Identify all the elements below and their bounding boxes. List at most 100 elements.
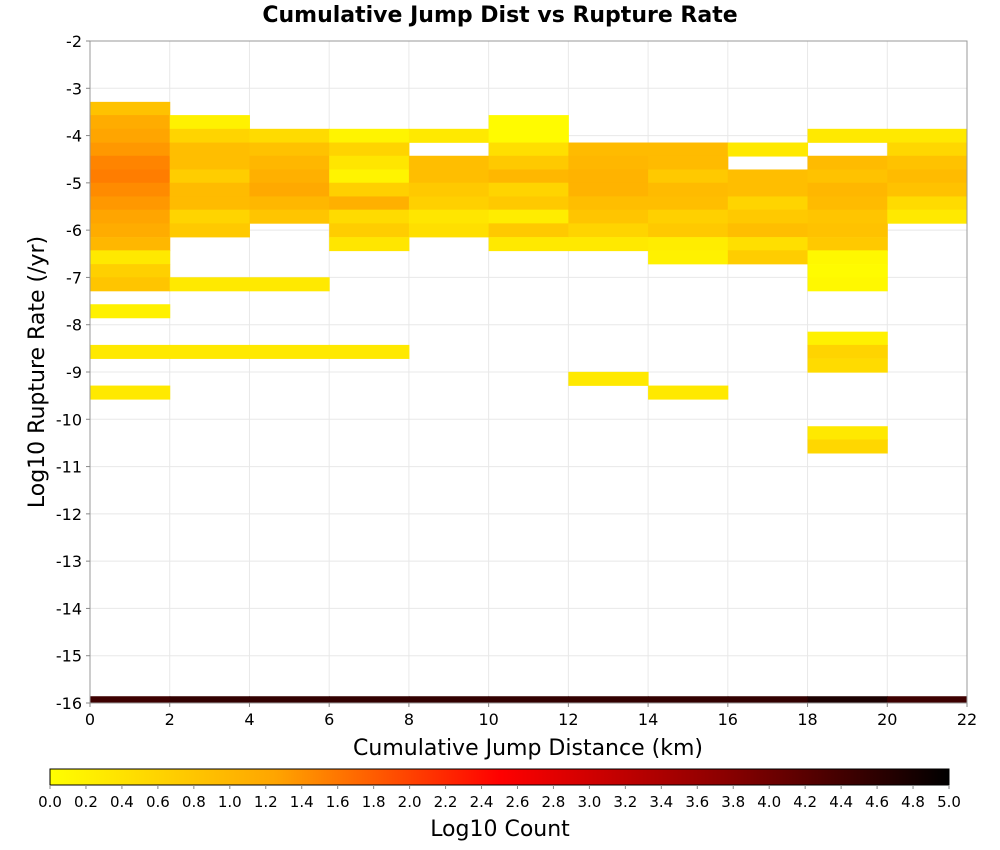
heatmap-cell bbox=[169, 277, 250, 292]
x-tick-label: 14 bbox=[638, 710, 658, 729]
heatmap-cell bbox=[648, 250, 729, 265]
heatmap-cell bbox=[807, 331, 888, 346]
heatmap-cells bbox=[90, 101, 968, 703]
heatmap-cell-bottom-band bbox=[727, 696, 809, 703]
heatmap-cell bbox=[408, 209, 490, 224]
heatmap-cell bbox=[887, 169, 968, 184]
colorbar-tick-label: 2.6 bbox=[506, 793, 530, 811]
heatmap-cell bbox=[807, 223, 888, 238]
heatmap-cell bbox=[887, 182, 968, 197]
y-tick-label: -3 bbox=[66, 79, 82, 98]
heatmap-cell bbox=[90, 128, 171, 143]
heatmap-cell bbox=[727, 237, 809, 252]
colorbar-tick-label: 3.6 bbox=[685, 793, 709, 811]
heatmap-cell bbox=[90, 277, 171, 292]
y-tick-label: -6 bbox=[66, 221, 82, 240]
x-axis-label: Cumulative Jump Distance (km) bbox=[353, 736, 703, 761]
heatmap-cell bbox=[568, 223, 649, 238]
heatmap-cell bbox=[488, 155, 569, 170]
heatmap-cell-bottom-band bbox=[648, 696, 729, 703]
x-tick-label: 18 bbox=[797, 710, 817, 729]
colorbar-tick-label: 4.0 bbox=[757, 793, 781, 811]
colorbar-tick-label: 4.6 bbox=[865, 793, 889, 811]
heatmap-cell-bottom-band bbox=[249, 696, 330, 703]
heatmap-cell bbox=[807, 209, 888, 224]
heatmap-cell bbox=[807, 250, 888, 265]
heatmap-cell bbox=[408, 128, 490, 143]
heatmap-cell bbox=[169, 209, 250, 224]
heatmap-cell bbox=[249, 196, 330, 211]
heatmap-cell bbox=[488, 142, 569, 157]
heatmap-cell bbox=[329, 169, 410, 184]
heatmap-cell bbox=[727, 169, 809, 184]
heatmap-cell bbox=[249, 169, 330, 184]
colorbar-tick-label: 1.2 bbox=[254, 793, 278, 811]
heatmap-cell-bottom-band bbox=[329, 696, 410, 703]
heatmap-cell bbox=[90, 142, 171, 157]
y-tick-label: -9 bbox=[66, 363, 82, 382]
y-tick-label: -12 bbox=[56, 505, 82, 524]
heatmap-cell bbox=[488, 128, 569, 143]
colorbar-tick-label: 2.4 bbox=[470, 793, 494, 811]
heatmap-cell bbox=[568, 155, 649, 170]
heatmap-cell bbox=[169, 142, 250, 157]
heatmap-cell bbox=[807, 155, 888, 170]
y-tick-label: -14 bbox=[56, 599, 82, 618]
heatmap-cell bbox=[329, 344, 410, 359]
colorbar-tick-label: 1.6 bbox=[326, 793, 350, 811]
y-tick-label: -10 bbox=[56, 410, 82, 429]
y-axis-label: Log10 Rupture Rate (/yr) bbox=[25, 236, 50, 508]
heatmap-cell bbox=[249, 142, 330, 157]
heatmap-cell bbox=[169, 155, 250, 170]
y-tick-label: -16 bbox=[56, 694, 82, 713]
heatmap-cell bbox=[807, 344, 888, 359]
heatmap-cell bbox=[568, 182, 649, 197]
heatmap-cell bbox=[90, 304, 171, 319]
heatmap-cell bbox=[727, 223, 809, 238]
heatmap-cell bbox=[408, 182, 490, 197]
heatmap-cell bbox=[329, 223, 410, 238]
heatmap-cell bbox=[169, 169, 250, 184]
colorbar-tick-label: 4.8 bbox=[901, 793, 925, 811]
colorbar-tick-label: 2.2 bbox=[434, 793, 458, 811]
heatmap-cell bbox=[249, 182, 330, 197]
heatmap-cell bbox=[169, 196, 250, 211]
x-tick-label: 4 bbox=[244, 710, 254, 729]
heatmap-cell bbox=[648, 182, 729, 197]
heatmap-cell bbox=[807, 426, 888, 441]
heatmap-cell bbox=[329, 209, 410, 224]
colorbar-tick-label: 3.4 bbox=[649, 793, 673, 811]
chart-title: Cumulative Jump Dist vs Rupture Rate bbox=[262, 3, 737, 28]
heatmap-cell bbox=[488, 196, 569, 211]
x-tick-label: 6 bbox=[324, 710, 334, 729]
heatmap-cell bbox=[807, 277, 888, 292]
heatmap-cell bbox=[807, 237, 888, 252]
colorbar-tick-label: 0.8 bbox=[182, 793, 206, 811]
x-tick-label: 16 bbox=[718, 710, 738, 729]
heatmap-cell bbox=[887, 128, 968, 143]
y-tick-label: -4 bbox=[66, 127, 82, 146]
heatmap-cell bbox=[488, 169, 569, 184]
heatmap-cell bbox=[329, 182, 410, 197]
heatmap-cell bbox=[887, 142, 968, 157]
heatmap-cell bbox=[727, 250, 809, 265]
heatmap-cell bbox=[169, 115, 250, 130]
heatmap-cell bbox=[887, 209, 968, 224]
heatmap-cell bbox=[488, 223, 569, 238]
heatmap-cell bbox=[90, 155, 171, 170]
colorbar bbox=[49, 768, 950, 786]
heatmap-cell bbox=[169, 128, 250, 143]
y-tick-label: -2 bbox=[66, 32, 82, 51]
heatmap-cell bbox=[727, 196, 809, 211]
heatmap-cell bbox=[648, 155, 729, 170]
heatmap-cell bbox=[648, 196, 729, 211]
x-axis-ticks: 0 2 4 6 8 10 12 14 16 18 20 22 bbox=[85, 703, 977, 729]
colorbar-tick-label: 2.8 bbox=[542, 793, 566, 811]
y-tick-label: -8 bbox=[66, 316, 82, 335]
heatmap-cell bbox=[807, 196, 888, 211]
heatmap-cell-bottom-band bbox=[568, 696, 649, 703]
heatmap-cell bbox=[408, 196, 490, 211]
heatmap-cell bbox=[90, 182, 171, 197]
